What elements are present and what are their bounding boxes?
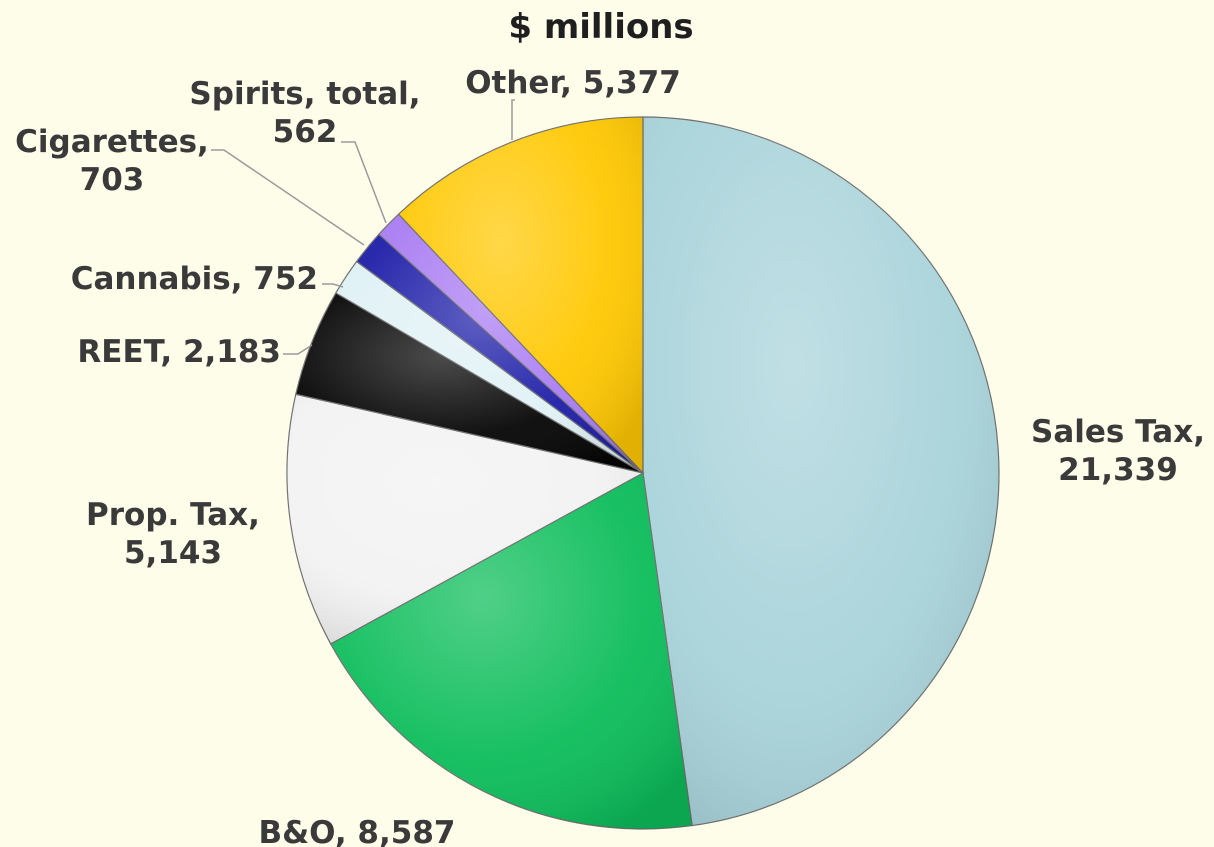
pie-slice-shading-cigarettes [356, 234, 643, 473]
slice-label-spirits-total: Spirits, total, 562 [189, 76, 420, 150]
pie-slice-shading-reet [295, 292, 643, 473]
slice-label-reet: REET, 2,183 [77, 334, 281, 370]
pie-slice-shading-prop-tax [286, 394, 643, 644]
slice-label-sales-tax: Sales Tax, 21,339 [1031, 414, 1205, 488]
leader-line-cigarettes [211, 149, 365, 246]
slice-label-other: Other, 5,377 [465, 65, 681, 101]
slice-label-cigarettes: Cigarettes, 703 [15, 124, 209, 198]
chart-title: $ millions [508, 7, 693, 47]
pie-slice-shading-b-o [330, 473, 693, 829]
pie-slice-shading-sales-tax [643, 117, 999, 826]
pie-slice-shading-spirits-total [378, 214, 643, 473]
slice-label-prop-tax: Prop. Tax, 5,143 [86, 497, 260, 571]
leader-line-spirits-total [341, 141, 387, 224]
pie-slices [286, 116, 1000, 830]
slice-label-cannabis: Cannabis, 752 [71, 261, 318, 297]
leader-line-other [511, 99, 515, 140]
pie-slice-shading-other [398, 117, 643, 473]
slice-label-b-o: B&O, 8,587 [259, 815, 456, 847]
leader-line-cannabis [322, 283, 344, 288]
leader-line-reet [283, 344, 313, 355]
slice-labels: Sales Tax, 21,339 B&O, 8,587 Prop. Tax, 5,14… [15, 65, 1205, 847]
leader-lines [211, 99, 515, 355]
pie-slice-shading-cannabis [335, 261, 643, 473]
